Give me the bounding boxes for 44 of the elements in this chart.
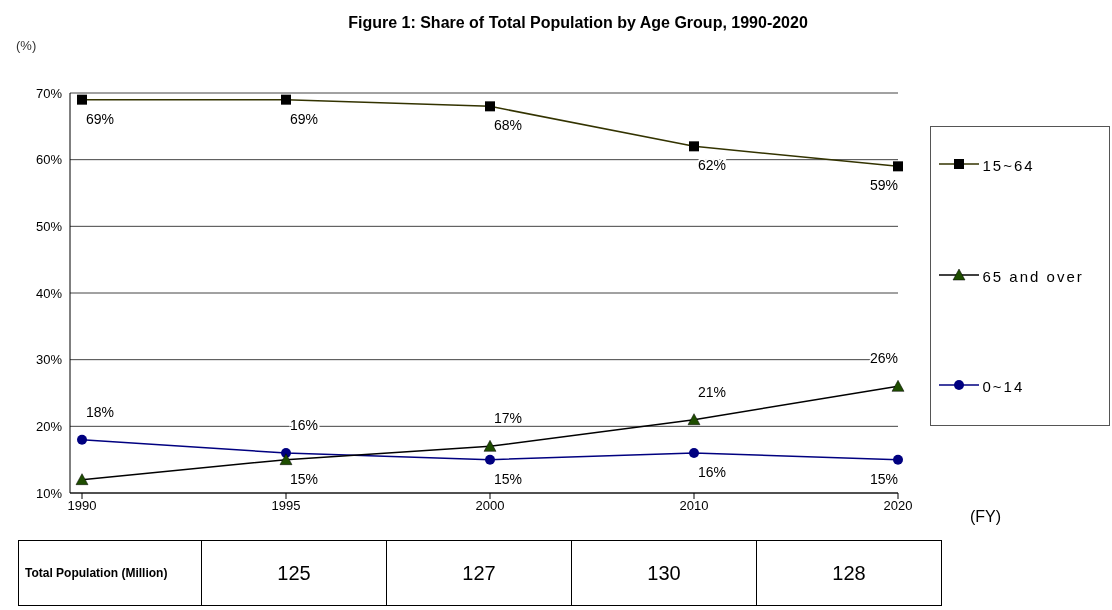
text: 127 xyxy=(386,540,572,606)
data-label: 69% xyxy=(85,110,115,127)
point xyxy=(77,434,87,445)
y-tick-label: 10% xyxy=(35,485,63,501)
data-label: 21% xyxy=(697,383,727,400)
x-tick-label: 2010 xyxy=(679,498,709,514)
y-tick-label: 40% xyxy=(35,285,63,301)
y-tick-label: 50% xyxy=(35,218,63,234)
y-tick-label: 70% xyxy=(35,85,63,101)
legend-label: 15~64 xyxy=(982,157,1036,174)
point xyxy=(485,454,495,465)
text: 125 xyxy=(201,540,387,606)
y-tick-label: 30% xyxy=(35,352,63,368)
data-label: 16% xyxy=(697,464,727,480)
point xyxy=(687,413,701,425)
point xyxy=(75,473,89,485)
point xyxy=(689,448,699,458)
text: Total Population (Million) xyxy=(18,540,202,606)
legend-label: 0~14 xyxy=(982,378,1026,395)
x-tick-label: 1990 xyxy=(67,498,97,514)
y-tick-label: 60% xyxy=(35,152,63,168)
data-label: 15% xyxy=(869,470,899,487)
data-label: 59% xyxy=(869,177,899,194)
y-tick-label: 20% xyxy=(35,418,63,434)
legend-label: 65 and over xyxy=(982,267,1085,285)
point xyxy=(483,440,497,452)
point xyxy=(893,454,903,465)
text: 128 xyxy=(756,540,942,606)
x-tick-label: 2020 xyxy=(883,498,913,514)
x-tick-label: 1995 xyxy=(271,498,301,514)
data-label: 15% xyxy=(289,470,319,487)
data-label: 68% xyxy=(493,117,523,134)
data-label: 17% xyxy=(493,410,523,427)
data-label: 18% xyxy=(85,403,115,420)
text: 130 xyxy=(571,540,757,606)
data-label: 69% xyxy=(289,110,319,127)
x-axis-title: (FY) xyxy=(970,508,1002,526)
data-label: 15% xyxy=(493,470,523,487)
x-tick-label: 2000 xyxy=(475,498,505,514)
point xyxy=(279,453,293,465)
point xyxy=(891,380,905,392)
chart-title: Figure 1: Share of Total Population by Age Group, 1990-2020 xyxy=(347,14,809,32)
y-axis-title: (%) xyxy=(16,38,37,53)
data-label: 62% xyxy=(697,157,727,174)
